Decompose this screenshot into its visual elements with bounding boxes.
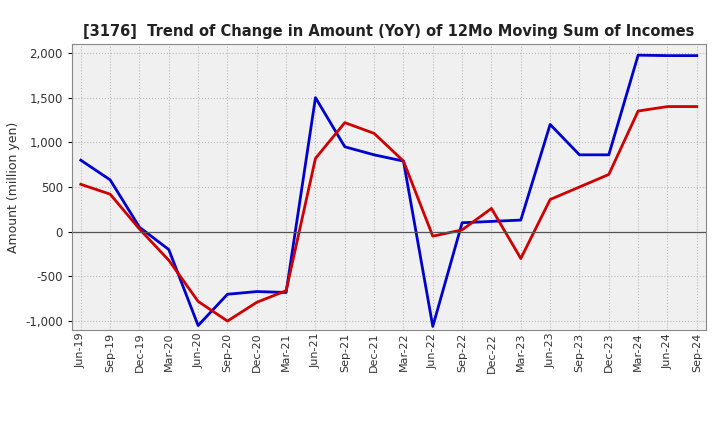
Title: [3176]  Trend of Change in Amount (YoY) of 12Mo Moving Sum of Incomes: [3176] Trend of Change in Amount (YoY) o… <box>83 24 695 39</box>
Net Income <box>164 258 173 263</box>
Ordinary Income <box>693 53 701 58</box>
Net Income <box>546 197 554 202</box>
Ordinary Income <box>341 144 349 150</box>
Net Income <box>194 299 202 304</box>
Net Income <box>253 300 261 305</box>
Ordinary Income <box>370 152 379 158</box>
Ordinary Income <box>487 219 496 224</box>
Net Income <box>487 206 496 211</box>
Net Income <box>135 226 144 231</box>
Net Income <box>282 288 290 293</box>
Ordinary Income <box>223 292 232 297</box>
Net Income <box>693 104 701 109</box>
Net Income <box>370 131 379 136</box>
Ordinary Income <box>399 158 408 164</box>
Ordinary Income <box>194 323 202 328</box>
Ordinary Income <box>428 324 437 329</box>
Ordinary Income <box>311 95 320 100</box>
Net Income <box>428 234 437 239</box>
Ordinary Income <box>663 53 672 58</box>
Net Income <box>106 191 114 197</box>
Ordinary Income <box>458 220 467 225</box>
Net Income <box>575 184 584 190</box>
Net Income <box>223 319 232 324</box>
Line: Ordinary Income: Ordinary Income <box>81 55 697 326</box>
Ordinary Income <box>282 290 290 295</box>
Y-axis label: Amount (million yen): Amount (million yen) <box>6 121 19 253</box>
Line: Net Income: Net Income <box>81 106 697 321</box>
Net Income <box>663 104 672 109</box>
Ordinary Income <box>76 158 85 163</box>
Net Income <box>341 120 349 125</box>
Net Income <box>399 158 408 164</box>
Ordinary Income <box>164 247 173 252</box>
Ordinary Income <box>135 224 144 230</box>
Net Income <box>458 227 467 232</box>
Net Income <box>311 156 320 161</box>
Ordinary Income <box>516 217 525 223</box>
Net Income <box>76 182 85 187</box>
Ordinary Income <box>575 152 584 158</box>
Net Income <box>605 172 613 177</box>
Ordinary Income <box>253 289 261 294</box>
Ordinary Income <box>605 152 613 158</box>
Ordinary Income <box>106 177 114 183</box>
Net Income <box>516 256 525 261</box>
Ordinary Income <box>634 52 642 58</box>
Ordinary Income <box>546 122 554 127</box>
Net Income <box>634 108 642 114</box>
